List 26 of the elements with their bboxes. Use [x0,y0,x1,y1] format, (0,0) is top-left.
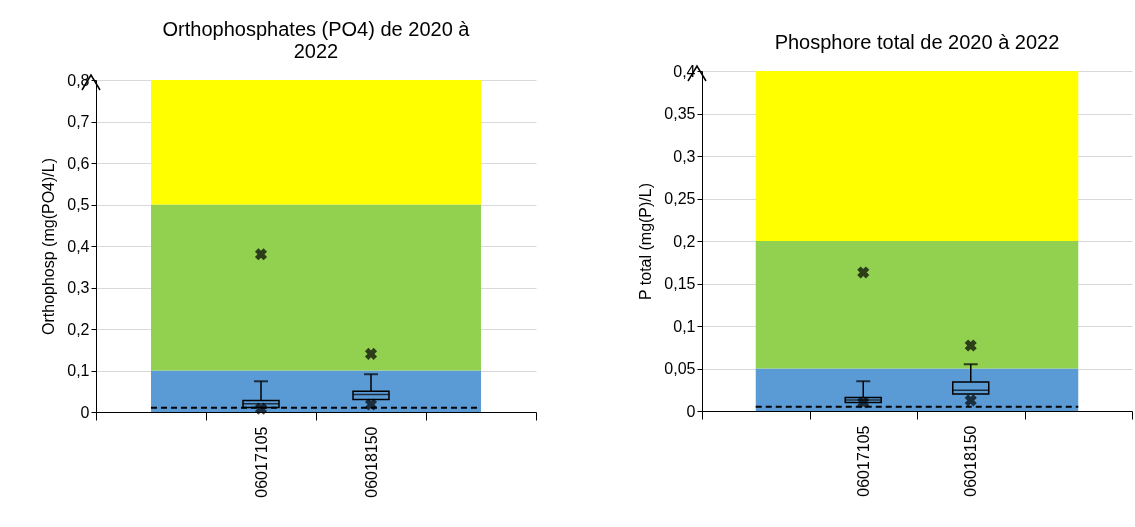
y-tick-label: 0 [80,403,90,421]
x-tick-label: 06017105 [854,425,872,497]
y-tick-label: 0,35 [664,105,696,122]
y-tick-label: 0,6 [67,154,90,172]
chart-title: Phosphore total de 2020 à 2022 [774,31,1060,53]
y-axis-title: P total (mg(P)/L) [637,182,655,301]
y-tick-label: 0,7 [67,113,90,130]
y-axis-title: Orthophosp (mg(PO4)/L) [40,158,58,335]
y-tick-label: 0,4 [673,62,696,80]
y-tick-label: 0,2 [673,232,696,250]
y-tick-label: 0,3 [67,279,90,296]
x-tick-label: 06018150 [362,426,380,498]
y-tick-label: 0,25 [664,190,696,207]
x-tick-label: 06018150 [962,425,980,497]
y-tick-label: 0,1 [673,317,696,335]
y-tick-label: 0,4 [67,237,90,255]
y-tick-label: 0,05 [664,360,696,377]
y-tick-label: 0,1 [67,362,90,379]
y-tick-label: 0,5 [67,196,90,213]
y-tick-label: 0,3 [673,147,696,165]
y-tick-label: 0,8 [67,71,90,89]
y-tick-label: 0,15 [664,275,696,292]
chart-title: Orthophosphates (PO4) de 2020 à 2022 [162,18,471,62]
y-tick-label: 0,2 [67,320,90,338]
x-tick-label: 06017105 [252,426,270,498]
y-tick-label: 0 [686,402,696,420]
